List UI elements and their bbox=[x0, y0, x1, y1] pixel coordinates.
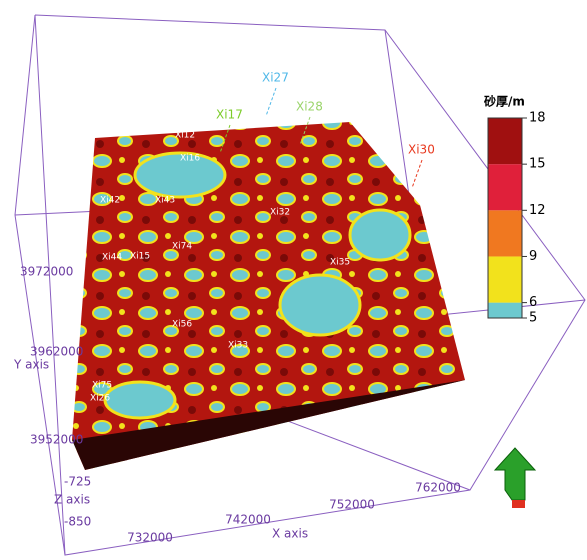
well-label: Xi17 bbox=[216, 108, 243, 122]
well-label: Xi30 bbox=[408, 143, 435, 157]
y-axis-label: Y axis bbox=[13, 358, 49, 372]
surface-well-label: Xi26 bbox=[90, 394, 110, 404]
colorbar-band bbox=[488, 210, 522, 256]
x-tick-label: 752000 bbox=[329, 498, 375, 512]
colorbar-band bbox=[488, 256, 522, 302]
colorbar-band bbox=[488, 303, 522, 318]
well-label: Xi27 bbox=[262, 71, 289, 85]
colorbar-tick-label: 15 bbox=[529, 157, 546, 172]
surface-well-label: Xi43 bbox=[155, 196, 175, 206]
colorbar-tick-label: 18 bbox=[529, 111, 546, 126]
surface-well-label: Xi35 bbox=[330, 258, 350, 268]
surface-well-label: Xi75 bbox=[92, 381, 112, 391]
z-axis-label: Z axis bbox=[54, 493, 90, 507]
surface bbox=[60, 110, 480, 490]
colorbar-band bbox=[488, 164, 522, 210]
surface-well-label: Xi12 bbox=[175, 131, 195, 141]
z-tick-label: -850 bbox=[64, 515, 91, 529]
surface-well-label: Xi32 bbox=[270, 208, 290, 218]
well-leader bbox=[412, 160, 422, 188]
surface-well-label: Xi56 bbox=[172, 320, 192, 330]
x-axis-label: X axis bbox=[272, 527, 308, 541]
y-tick-label: 3962000 bbox=[30, 345, 83, 359]
y-tick-label: 3972000 bbox=[20, 265, 73, 279]
scene: X axis Y axis Z axis 732000 742000 752000 7620… bbox=[0, 0, 587, 560]
colorbar-tick-label: 5 bbox=[529, 311, 537, 326]
surface-well-label: Xi16 bbox=[180, 154, 200, 164]
x-tick-label: 762000 bbox=[415, 481, 461, 495]
surface-well-label: Xi33 bbox=[228, 341, 248, 351]
colorbar-title: 砂厚/m bbox=[483, 94, 525, 109]
x-tick-label: 732000 bbox=[127, 531, 173, 545]
x-tick-label: 742000 bbox=[225, 513, 271, 527]
well-leader bbox=[266, 88, 276, 116]
well-label: Xi28 bbox=[296, 100, 323, 114]
surface-well-label: Xi15 bbox=[130, 252, 150, 262]
surface-well-label: Xi74 bbox=[172, 242, 192, 252]
z-tick-label: -725 bbox=[64, 475, 91, 489]
north-arrow bbox=[495, 448, 535, 508]
colorbar-tick-label: 9 bbox=[529, 249, 537, 264]
surface-well-label: Xi44 bbox=[102, 253, 122, 263]
surface-well-label: Xi42 bbox=[100, 196, 120, 206]
colorbar-band bbox=[488, 118, 522, 164]
colorbar-tick-label: 12 bbox=[529, 203, 546, 218]
y-tick-label: 3952000 bbox=[30, 433, 83, 447]
colorbar-tick-label: 6 bbox=[529, 295, 537, 310]
